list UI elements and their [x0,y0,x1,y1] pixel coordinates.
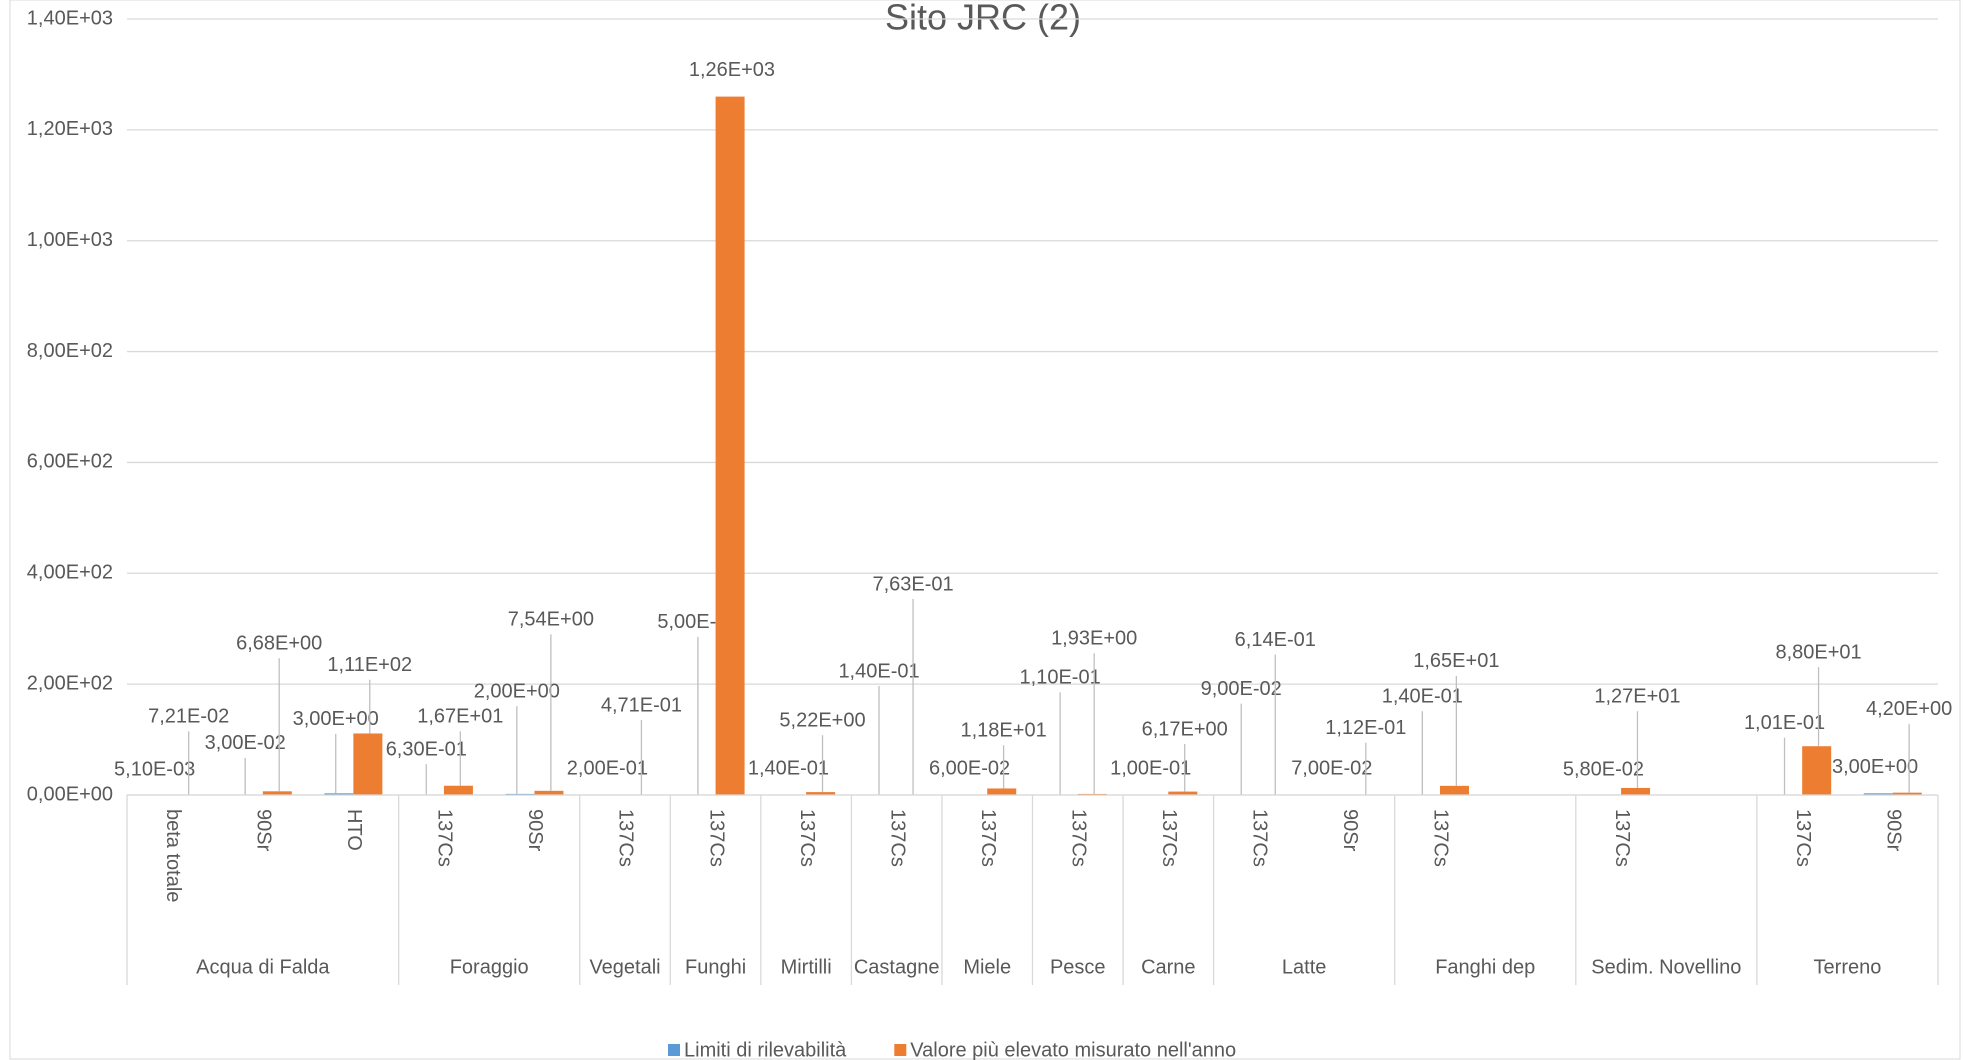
chart-frame [9,0,1961,1060]
data-label: 3,00E+00 [1832,756,1918,778]
bar [1863,793,1893,795]
group-label: Pesce [1050,956,1106,978]
data-label: 8,80E+01 [1775,641,1861,663]
group-label: Foraggio [450,956,529,978]
data-label: 1,00E-01 [1110,757,1191,779]
data-label: 1,67E+01 [417,706,503,728]
x-tick-label: HTO [343,809,365,851]
data-label: 7,63E-01 [872,573,953,595]
data-label: 1,93E+00 [1051,628,1137,650]
x-tick-label: 90Sr [1339,809,1361,852]
bar [1439,785,1469,795]
y-tick-label: 1,00E+03 [27,229,113,251]
x-tick-label: beta totale [162,809,184,902]
bar [324,793,354,795]
group-label: Miele [963,956,1011,978]
data-label: 1,12E-01 [1325,717,1406,739]
data-label: 9,00E-02 [1201,678,1282,700]
x-tick-label: 137Cs [796,809,818,867]
data-label: 1,11E+02 [327,654,412,676]
bar [715,96,745,796]
group-label: Terreno [1814,956,1882,978]
bar [353,733,383,795]
y-tick-label: 8,00E+02 [27,340,113,362]
bar [1168,791,1198,795]
data-label: 4,71E-01 [601,694,682,716]
group-label: Acqua di Falda [196,956,330,978]
legend-label: Limiti di rilevabilità [684,1039,847,1060]
data-label: 7,21E-02 [148,706,229,728]
group-label: Mirtilli [781,956,832,978]
y-tick-label: 6,00E+02 [27,451,113,473]
y-tick-label: 1,20E+03 [27,118,113,140]
y-tick-label: 0,00E+00 [27,783,113,805]
x-tick-label: 90Sr [524,809,546,852]
x-tick-label: 137Cs [1158,809,1180,867]
data-label: 1,27E+01 [1594,686,1680,708]
data-label: 1,18E+01 [961,720,1047,742]
x-tick-label: 137Cs [705,809,727,867]
data-label: 1,01E-01 [1744,712,1825,734]
legend-swatch [668,1044,680,1056]
legend-swatch [894,1044,907,1056]
data-label: 1,40E-01 [748,757,829,779]
bar [534,790,564,795]
x-tick-label: 137Cs [1792,809,1814,867]
x-tick-label: 137Cs [886,809,908,867]
x-tick-label: 90Sr [1882,809,1904,852]
x-tick-label: 90Sr [253,809,275,852]
x-tick-label: 137Cs [1611,809,1633,867]
data-label: 6,00E-02 [929,757,1010,779]
x-tick-label: 137Cs [434,809,456,867]
bar [1892,792,1922,795]
bar [1802,746,1832,795]
data-label: 6,30E-01 [386,738,467,760]
bar [987,788,1017,795]
y-tick-label: 2,00E+02 [27,672,113,694]
data-label: 5,10E-03 [114,759,195,781]
data-label: 3,00E-02 [205,732,286,754]
data-label: 1,26E+03 [689,59,775,81]
group-label: Funghi [685,956,746,978]
bar [1621,787,1651,795]
data-label: 4,20E+00 [1866,698,1952,720]
data-label: 1,40E-01 [838,660,919,682]
data-label: 7,00E-02 [1291,757,1372,779]
data-label: 7,54E+00 [508,609,594,631]
data-label: 5,80E-02 [1563,759,1644,781]
data-label: 1,65E+01 [1413,650,1499,672]
x-tick-label: 137Cs [1249,809,1271,867]
y-tick-label: 1,40E+03 [27,7,113,29]
data-label: 2,00E-01 [567,757,648,779]
group-label: Latte [1282,956,1326,978]
data-label: 6,68E+00 [236,633,322,655]
data-label: 6,14E-01 [1235,629,1316,651]
data-label: 1,10E-01 [1020,667,1101,689]
group-label: Fanghi dep [1435,956,1535,978]
data-label: 3,00E+00 [293,708,379,730]
data-label: 6,17E+00 [1142,718,1228,740]
bar [443,785,473,795]
x-tick-label: 137Cs [1067,809,1089,867]
y-tick-label: 4,00E+02 [27,562,113,584]
group-label: Castagne [854,956,940,978]
data-label: 1,40E-01 [1382,686,1463,708]
x-tick-label: 137Cs [615,809,637,867]
x-tick-label: 137Cs [977,809,999,867]
bar [262,791,292,795]
group-label: Sedim. Novellino [1591,956,1741,978]
legend-label: Valore più elevato misurato nell'anno [910,1039,1236,1060]
data-label: 2,00E+00 [474,680,560,702]
group-label: Carne [1141,956,1195,978]
group-label: Vegetali [589,956,660,978]
bar [806,792,836,795]
data-label: 5,22E+00 [779,709,865,731]
x-tick-label: 137Cs [1430,809,1452,867]
